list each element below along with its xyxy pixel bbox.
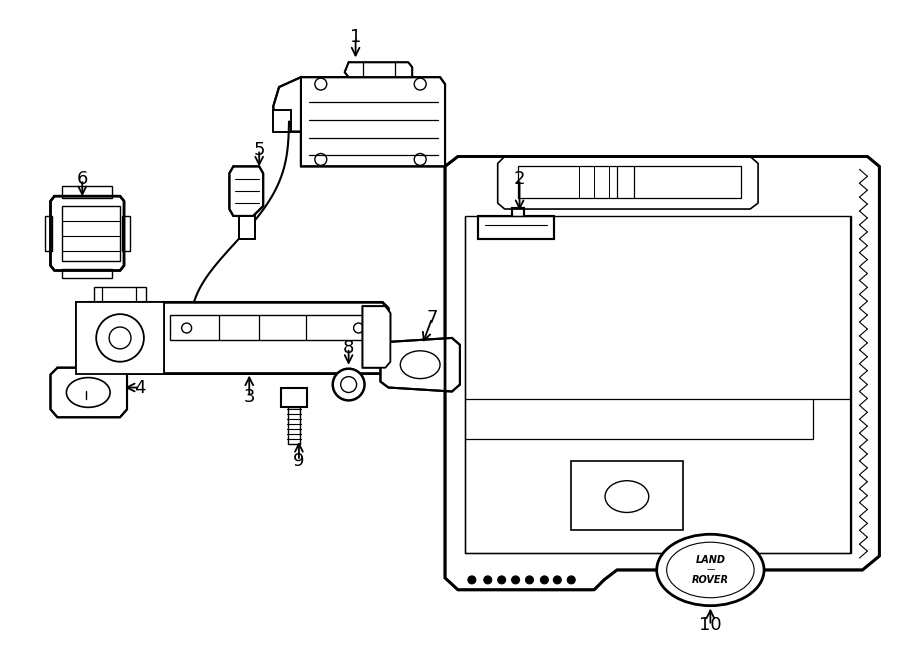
Polygon shape — [273, 110, 291, 132]
Text: ROVER: ROVER — [692, 575, 729, 585]
Bar — [572, 461, 682, 530]
Bar — [281, 387, 307, 407]
Polygon shape — [273, 77, 301, 132]
Text: 1: 1 — [350, 28, 361, 46]
Text: 6: 6 — [76, 171, 88, 188]
Polygon shape — [478, 208, 554, 239]
Circle shape — [468, 576, 476, 584]
Text: 7: 7 — [427, 309, 438, 327]
Circle shape — [526, 576, 534, 584]
Bar — [580, 469, 675, 524]
Text: LAND: LAND — [696, 555, 725, 565]
Polygon shape — [445, 157, 879, 590]
Circle shape — [554, 576, 562, 584]
Text: 4: 4 — [134, 379, 146, 397]
Bar — [62, 206, 120, 260]
Bar — [62, 268, 112, 278]
Bar — [44, 216, 52, 251]
Polygon shape — [50, 368, 127, 417]
Ellipse shape — [657, 534, 764, 605]
Polygon shape — [239, 216, 256, 239]
Polygon shape — [363, 306, 391, 368]
Polygon shape — [50, 196, 124, 270]
Polygon shape — [301, 77, 445, 167]
Circle shape — [484, 576, 491, 584]
Circle shape — [511, 576, 519, 584]
Bar — [170, 315, 366, 340]
Polygon shape — [381, 338, 460, 391]
Polygon shape — [76, 302, 164, 373]
Polygon shape — [345, 62, 412, 77]
Polygon shape — [230, 167, 263, 216]
Text: 8: 8 — [343, 339, 355, 357]
Bar — [518, 167, 742, 198]
Bar — [465, 216, 850, 553]
Text: 2: 2 — [514, 171, 526, 188]
Circle shape — [567, 576, 575, 584]
Text: 5: 5 — [254, 141, 265, 159]
Circle shape — [540, 576, 548, 584]
Text: 3: 3 — [244, 389, 255, 407]
Bar — [94, 288, 146, 304]
Text: 9: 9 — [293, 452, 305, 470]
Circle shape — [498, 576, 506, 584]
Circle shape — [333, 369, 364, 401]
Text: —: — — [706, 565, 715, 574]
Bar — [122, 216, 130, 251]
Polygon shape — [76, 302, 389, 373]
Text: 10: 10 — [699, 617, 722, 635]
Bar — [62, 186, 112, 198]
